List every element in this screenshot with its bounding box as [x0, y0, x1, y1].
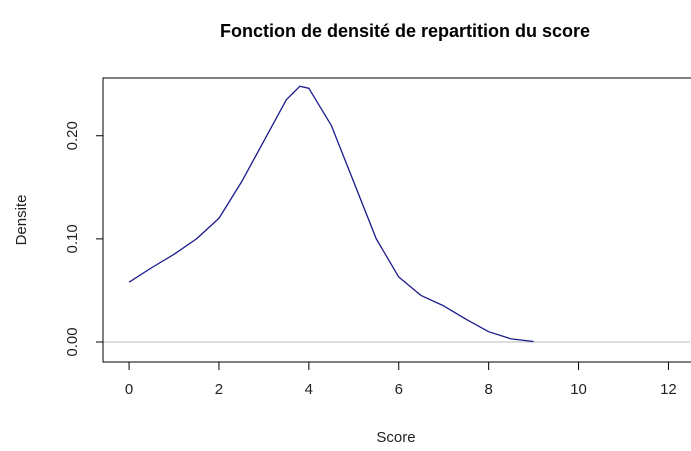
x-tick-label: 8 — [484, 381, 492, 398]
y-axis-label: Densite — [13, 195, 30, 246]
x-tick-label: 12 — [660, 381, 677, 398]
y-tick-label: 0.20 — [64, 121, 81, 150]
density-line — [128, 85, 534, 343]
x-tick-label: 2 — [215, 381, 223, 398]
chart-title: Fonction de densité de repartition du sc… — [220, 21, 590, 41]
x-tick-label: 10 — [570, 381, 587, 398]
y-tick-label: 0.10 — [64, 224, 81, 253]
x-tick-label: 4 — [305, 381, 313, 398]
y-tick-label: 0.00 — [64, 327, 81, 356]
x-tick-label: 0 — [125, 381, 133, 398]
x-axis-label: Score — [376, 429, 415, 446]
plot-frame — [102, 77, 691, 363]
x-tick-label: 6 — [395, 381, 403, 398]
